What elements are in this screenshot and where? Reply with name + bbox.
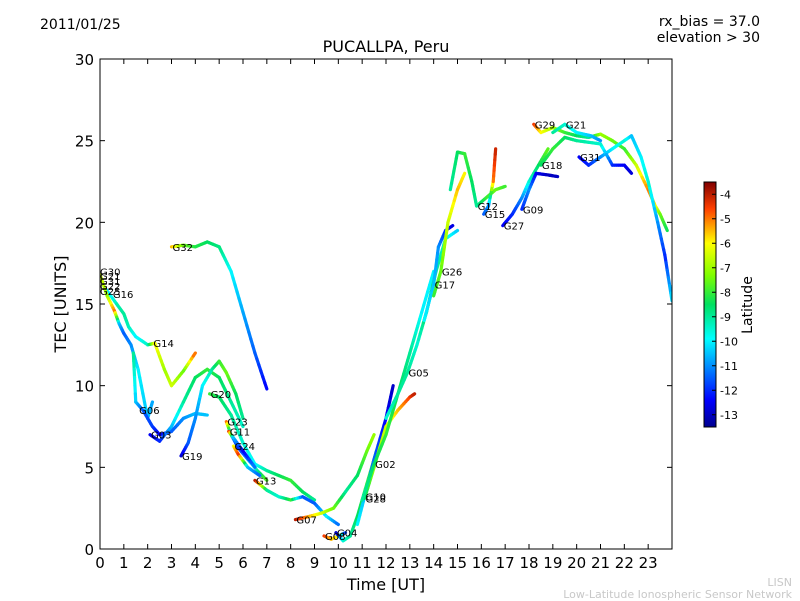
series-G10-segment (392, 386, 393, 391)
series-G13-segment (336, 523, 338, 524)
series-label: G24 (234, 442, 254, 453)
series-label: G32 (173, 243, 193, 254)
x-tick-label: 16 (472, 554, 491, 572)
series-G21-segment (599, 140, 601, 141)
series-label: G09 (523, 205, 543, 216)
x-tick-label: 2 (143, 554, 153, 572)
x-tick-label: 19 (543, 554, 562, 572)
x-tick-label: 1 (119, 554, 129, 572)
x-tick-label: 11 (353, 554, 372, 572)
colorbar-tick-label: -10 (720, 335, 738, 348)
x-tick-label: 10 (329, 554, 348, 572)
x-tick-label: 5 (214, 554, 224, 572)
colorbar-tick-label: -12 (720, 384, 738, 397)
y-tick-label: 10 (75, 378, 94, 396)
series-label: G31 (580, 153, 600, 164)
x-tick-label: 21 (591, 554, 610, 572)
x-tick-label: 0 (95, 554, 105, 572)
series-G12-segment (504, 186, 506, 187)
y-tick-label: 15 (75, 296, 94, 314)
series-G29-segment (666, 228, 667, 231)
series-label: G06 (139, 406, 159, 417)
x-tick-label: 13 (400, 554, 419, 572)
series-G14-segment (193, 353, 195, 356)
series-label: G07 (296, 516, 316, 527)
series-label: G02 (375, 460, 395, 471)
y-tick-label: 20 (75, 214, 94, 232)
x-tick-label: 8 (286, 554, 296, 572)
footer-network: Low-Latitude Ionospheric Sensor Network (563, 588, 792, 601)
series-G28-segment (414, 394, 415, 395)
series-label: G29 (535, 120, 555, 131)
series-G05-segment (456, 231, 458, 232)
colorbar-tick-label: -13 (720, 409, 738, 422)
series-label: G03 (151, 431, 171, 442)
series-label: G20 (211, 390, 231, 401)
series-label: G13 (256, 476, 276, 487)
x-axis-label: Time [UT] (346, 575, 425, 594)
x-tick-label: 3 (167, 554, 177, 572)
series-G17-segment (452, 226, 453, 227)
colorbar-tick-label: -7 (720, 262, 731, 275)
series-G27-segment (546, 149, 548, 152)
x-tick-label: 15 (448, 554, 467, 572)
x-tick-label: 6 (238, 554, 248, 572)
x-tick-label: 12 (376, 554, 395, 572)
plot-area (100, 59, 672, 549)
series-label: G05 (408, 369, 428, 380)
series-G24-segment (258, 474, 260, 475)
series-label: G04 (337, 529, 357, 540)
x-tick-label: 9 (310, 554, 320, 572)
x-tick-label: 7 (262, 554, 272, 572)
x-tick-label: 23 (639, 554, 658, 572)
x-tick-label: 20 (567, 554, 586, 572)
series-G11-segment (253, 465, 255, 468)
colorbar-tick-label: -8 (720, 286, 731, 299)
series-label: G17 (435, 280, 455, 291)
x-tick-label: 14 (424, 554, 443, 572)
colorbar-tick-label: -6 (720, 237, 731, 250)
series-G20-segment (313, 499, 315, 500)
x-tick-label: 18 (519, 554, 538, 572)
colorbar-label: Latitude (740, 276, 756, 334)
series-label: G27 (504, 222, 524, 233)
series-label: G19 (182, 452, 202, 463)
series-label: G15 (485, 210, 505, 221)
y-tick-label: 25 (75, 133, 94, 151)
y-tick-label: 30 (75, 51, 94, 69)
series-G32-segment (265, 383, 267, 389)
series-G16-segment (152, 402, 153, 405)
series-label: G18 (542, 161, 562, 172)
y-tick-label: 0 (84, 541, 94, 559)
x-tick-label: 4 (191, 554, 201, 572)
series-label: G11 (230, 427, 250, 438)
y-axis-label: TEC [UNITS] (51, 256, 70, 354)
series-label: G21 (566, 120, 586, 131)
colorbar-tick-label: -5 (720, 213, 731, 226)
colorbar-tick-label: -11 (720, 360, 738, 373)
y-tick-label: 5 (84, 459, 94, 477)
x-tick-label: 22 (615, 554, 634, 572)
series-G26-segment (463, 173, 464, 176)
series-label: G26 (442, 267, 462, 278)
series-G18-segment (630, 172, 631, 173)
x-tick-label: 17 (496, 554, 515, 572)
series-label: G14 (153, 339, 173, 350)
series-label: G28 (366, 494, 386, 505)
series-G07-segment (373, 435, 374, 438)
left-edge-label: G25 (100, 287, 120, 298)
colorbar-tick-label: -4 (720, 188, 731, 201)
colorbar-tick-label: -9 (720, 311, 731, 324)
